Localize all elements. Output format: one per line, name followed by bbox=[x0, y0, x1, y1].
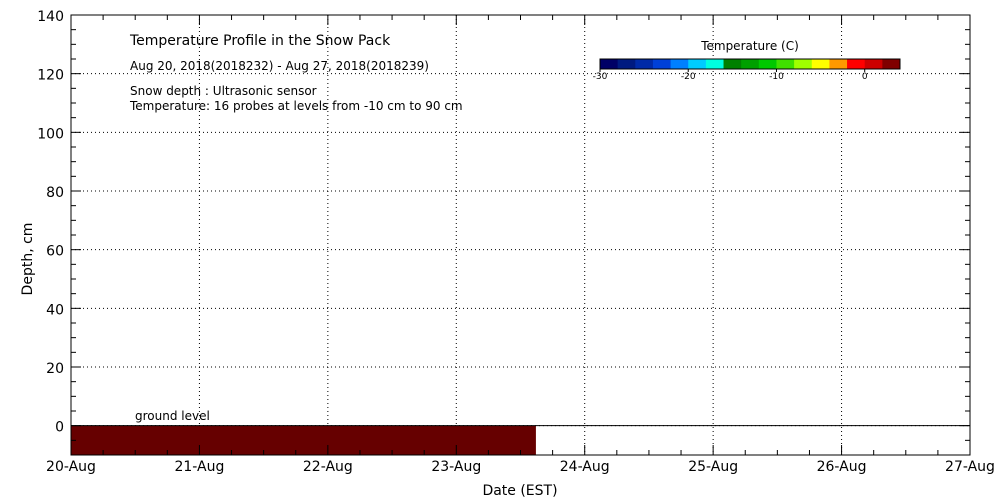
colorbar-ticks: -30 -20 -10 0 bbox=[593, 69, 868, 82]
x-tick-label: 23-Aug bbox=[431, 459, 481, 475]
y-tick-label: 20 bbox=[46, 361, 64, 377]
y-tick-label: 140 bbox=[37, 9, 64, 25]
x-tick-label: 22-Aug bbox=[303, 459, 353, 475]
x-tick-label: 21-Aug bbox=[174, 459, 224, 475]
chart-title: Temperature Profile in the Snow Pack bbox=[129, 33, 391, 49]
colorbar-cell bbox=[600, 59, 619, 69]
colorbar-cell bbox=[652, 59, 672, 69]
colorbar: Temperature (C) -30 -20 -10 0 bbox=[593, 39, 901, 82]
colorbar-tick-label: 0 bbox=[862, 72, 868, 82]
x-tick-label: 25-Aug bbox=[688, 459, 738, 475]
chart-note-2: Temperature: 16 probes at levels from -1… bbox=[129, 99, 463, 113]
colorbar-cell bbox=[617, 59, 636, 69]
colorbar-cell bbox=[864, 59, 883, 69]
colorbar-cell bbox=[794, 59, 813, 69]
y-axis-label: Depth, cm bbox=[20, 223, 36, 296]
y-tick-label: 60 bbox=[46, 244, 64, 260]
x-tick-label: 26-Aug bbox=[817, 459, 867, 475]
y-tick-label: 100 bbox=[37, 126, 64, 142]
colorbar-cell bbox=[670, 59, 689, 69]
y-tick-label: 120 bbox=[37, 68, 64, 84]
plot-frame bbox=[70, 14, 971, 456]
colorbar-cell bbox=[811, 59, 830, 69]
ground-temperature-cell bbox=[71, 425, 536, 455]
colorbar-cell bbox=[705, 59, 725, 69]
chart-subtitle: Aug 20, 2018(2018232) - Aug 27, 2018(201… bbox=[130, 59, 429, 73]
chart-note-1: Snow depth : Ultrasonic sensor bbox=[130, 84, 317, 98]
colorbar-tick-label: -10 bbox=[769, 72, 784, 82]
x-tick-label: 20-Aug bbox=[46, 459, 96, 475]
colorbar-tick-label: -20 bbox=[681, 72, 696, 82]
colorbar-tick-label: -30 bbox=[593, 72, 608, 82]
ground-level-label: ground level bbox=[135, 409, 210, 423]
x-axis-label: Date (EST) bbox=[482, 483, 557, 499]
colorbar-cell bbox=[882, 59, 901, 69]
colorbar-frame bbox=[599, 58, 901, 70]
colorbar-cell bbox=[847, 59, 866, 69]
colorbar-cell bbox=[758, 59, 777, 69]
colorbar-cell bbox=[776, 59, 795, 69]
colorbar-cells bbox=[600, 59, 901, 69]
colorbar-cell bbox=[741, 59, 760, 69]
y-tick-label: 40 bbox=[46, 302, 64, 318]
y-tick-label: 0 bbox=[55, 420, 64, 436]
y-tick-label: 80 bbox=[46, 185, 64, 201]
colorbar-cell bbox=[635, 59, 654, 69]
colorbar-cell bbox=[688, 59, 707, 69]
x-tick-label: 27-Aug bbox=[945, 459, 995, 475]
colorbar-cell bbox=[723, 59, 742, 69]
grid bbox=[71, 15, 970, 455]
ground-temperature-band bbox=[71, 425, 536, 455]
colorbar-title: Temperature (C) bbox=[700, 39, 799, 53]
colorbar-cell bbox=[829, 59, 848, 69]
x-tick-label: 24-Aug bbox=[560, 459, 610, 475]
axis-ticks: 20-Aug 21-Aug 22-Aug 23-Aug 24-Aug 25-Aug 26-A… bbox=[37, 9, 995, 475]
